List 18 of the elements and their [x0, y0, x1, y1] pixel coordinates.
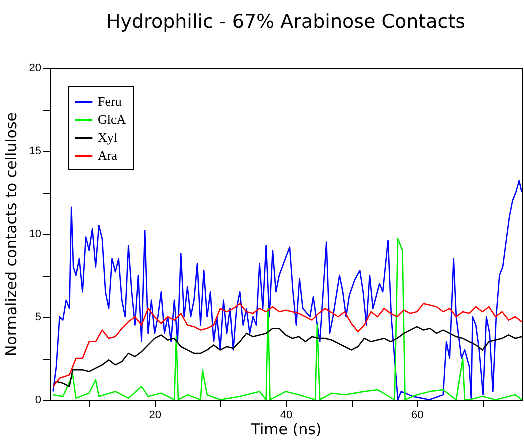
y-tick-label: 10: [29, 228, 42, 240]
y-tick-label: 5: [35, 312, 42, 324]
x-tick-label: 40: [280, 410, 293, 422]
line-series: [52, 180, 522, 400]
x-axis-title: Time (ns): [250, 420, 322, 438]
x-tick-label: 20: [149, 410, 162, 422]
chart-title: Hydrophilic - 67% Arabinose Contacts: [106, 11, 466, 33]
legend-label: Ara: [98, 148, 118, 163]
legend-label: GlcA: [98, 112, 127, 127]
y-tick-label: 20: [29, 62, 42, 74]
y-tick-label: 0: [35, 394, 42, 406]
legend-label: Feru: [98, 94, 122, 109]
y-tick-label: 15: [29, 146, 42, 158]
line-series: [52, 238, 522, 400]
x-tick-label: 60: [411, 410, 424, 422]
y-axis-title: Normalized contacts to cellulose: [2, 112, 20, 357]
legend-label: Xyl: [98, 130, 118, 145]
line-series: [52, 303, 522, 388]
